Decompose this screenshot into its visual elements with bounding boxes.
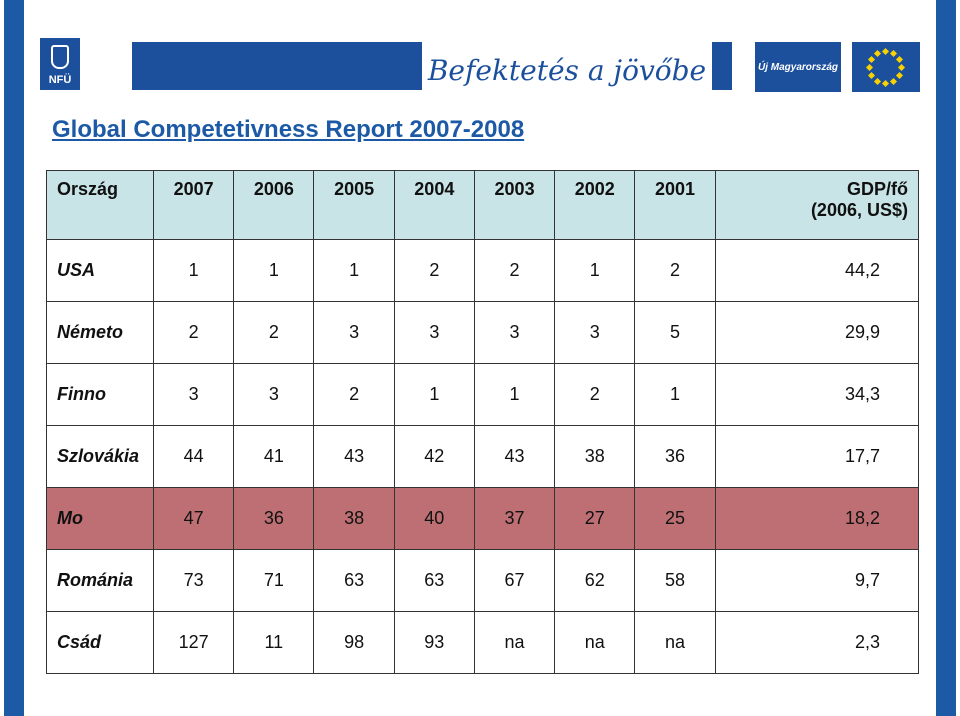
- country-cell: Mo: [46, 487, 154, 550]
- rank-cell: 2: [313, 363, 395, 426]
- rank-cell: 43: [473, 425, 556, 488]
- rank-cell: 63: [393, 549, 475, 612]
- rank-cell: 40: [393, 487, 475, 550]
- rank-cell: 2: [152, 301, 235, 364]
- eu-stars-icon: [865, 47, 906, 88]
- gdp-cell: 34,3: [714, 363, 920, 426]
- ranking-table: Ország 2007 2006 2005 2004 2003 2002 200…: [46, 170, 920, 674]
- rank-cell: na: [634, 611, 716, 674]
- header-banner: NFÜ Befektetés a jövőbe Új Magyarország: [40, 38, 920, 98]
- header-gdp-line1: GDP/fő: [847, 179, 908, 199]
- slogan: Befektetés a jövőbe: [422, 42, 712, 98]
- rank-cell: 11: [233, 611, 315, 674]
- table-row: Csád 127 11 98 93 na na na 2,3: [46, 611, 920, 674]
- rank-cell: 67: [473, 549, 556, 612]
- gdp-cell: 2,3: [714, 611, 920, 674]
- slogan-strip: Befektetés a jövőbe: [132, 42, 732, 98]
- rank-cell: 38: [554, 425, 636, 488]
- gdp-cell: 29,9: [714, 301, 920, 364]
- rank-cell: 36: [233, 487, 315, 550]
- header-2003: 2003: [473, 170, 556, 240]
- country-cell: USA: [46, 239, 154, 302]
- header-gdp: GDP/fő (2006, US$): [714, 170, 920, 240]
- rank-cell: 42: [393, 425, 475, 488]
- rank-cell: 37: [473, 487, 556, 550]
- table-row: Németo 2 2 3 3 3 3 5 29,9: [46, 301, 920, 364]
- rank-cell: 2: [634, 239, 716, 302]
- rank-cell: 2: [554, 363, 636, 426]
- header-country: Ország: [46, 170, 154, 240]
- left-blue-border: [4, 0, 24, 716]
- rank-cell: 38: [313, 487, 395, 550]
- rank-cell: 2: [233, 301, 315, 364]
- rank-cell: 1: [152, 239, 235, 302]
- table-header-row: Ország 2007 2006 2005 2004 2003 2002 200…: [46, 170, 920, 240]
- rank-cell: 58: [634, 549, 716, 612]
- rank-cell: 62: [554, 549, 636, 612]
- rank-cell: 44: [152, 425, 235, 488]
- header-2005: 2005: [313, 170, 395, 240]
- rank-cell: 43: [313, 425, 395, 488]
- rank-cell: 41: [233, 425, 315, 488]
- rank-cell: 36: [634, 425, 716, 488]
- nfu-logo: NFÜ: [40, 38, 80, 90]
- rank-cell: 1: [313, 239, 395, 302]
- header-2002: 2002: [554, 170, 636, 240]
- rank-cell: 2: [393, 239, 475, 302]
- rank-cell: 3: [473, 301, 556, 364]
- rank-cell: 3: [393, 301, 475, 364]
- uj-magyarorszag-logo: Új Magyarország: [755, 42, 841, 92]
- table-row: Finno 3 3 2 1 1 2 1 34,3: [46, 363, 920, 426]
- rank-cell: 3: [554, 301, 636, 364]
- rank-cell: 1: [393, 363, 475, 426]
- crest-icon: [51, 45, 69, 69]
- nfu-logo-text: NFÜ: [48, 74, 72, 86]
- rank-cell: 3: [152, 363, 235, 426]
- rank-cell: na: [554, 611, 636, 674]
- uj-magyarorszag-logo-text: Új Magyarország: [757, 61, 839, 73]
- rank-cell: 1: [554, 239, 636, 302]
- table-row: Mo 47 36 38 40 37 27 25 18,2: [46, 487, 920, 550]
- rank-cell: 71: [233, 549, 315, 612]
- country-cell: Szlovákia: [46, 425, 154, 488]
- table-row: Szlovákia 44 41 43 42 43 38 36 17,7: [46, 425, 920, 488]
- rank-cell: 1: [473, 363, 556, 426]
- rank-cell: na: [473, 611, 556, 674]
- rank-cell: 3: [313, 301, 395, 364]
- right-blue-border: [936, 0, 956, 716]
- table-row: Románia 73 71 63 63 67 62 58 9,7: [46, 549, 920, 612]
- header-gdp-line2: (2006, US$): [810, 200, 908, 220]
- rank-cell: 25: [634, 487, 716, 550]
- rank-cell: 98: [313, 611, 395, 674]
- report-title: Global Competetivness Report 2007-2008: [52, 116, 525, 143]
- rank-cell: 1: [233, 239, 315, 302]
- rank-cell: 27: [554, 487, 636, 550]
- header-2004: 2004: [393, 170, 475, 240]
- rank-cell: 73: [152, 549, 235, 612]
- eu-flag-logo: [852, 42, 920, 92]
- header-2001: 2001: [634, 170, 716, 240]
- rank-cell: 2: [473, 239, 556, 302]
- country-cell: Németo: [46, 301, 154, 364]
- country-cell: Csád: [46, 611, 154, 674]
- rank-cell: 5: [634, 301, 716, 364]
- rank-cell: 1: [634, 363, 716, 426]
- rank-cell: 63: [313, 549, 395, 612]
- rank-cell: 3: [233, 363, 315, 426]
- gdp-cell: 17,7: [714, 425, 920, 488]
- header-2007: 2007: [152, 170, 235, 240]
- country-cell: Finno: [46, 363, 154, 426]
- rank-cell: 47: [152, 487, 235, 550]
- gdp-cell: 18,2: [714, 487, 920, 550]
- gdp-cell: 9,7: [714, 549, 920, 612]
- rank-cell: 93: [393, 611, 475, 674]
- header-2006: 2006: [233, 170, 315, 240]
- country-cell: Románia: [46, 549, 154, 612]
- table-row: USA 1 1 1 2 2 1 2 44,2: [46, 239, 920, 302]
- gdp-cell: 44,2: [714, 239, 920, 302]
- rank-cell: 127: [152, 611, 235, 674]
